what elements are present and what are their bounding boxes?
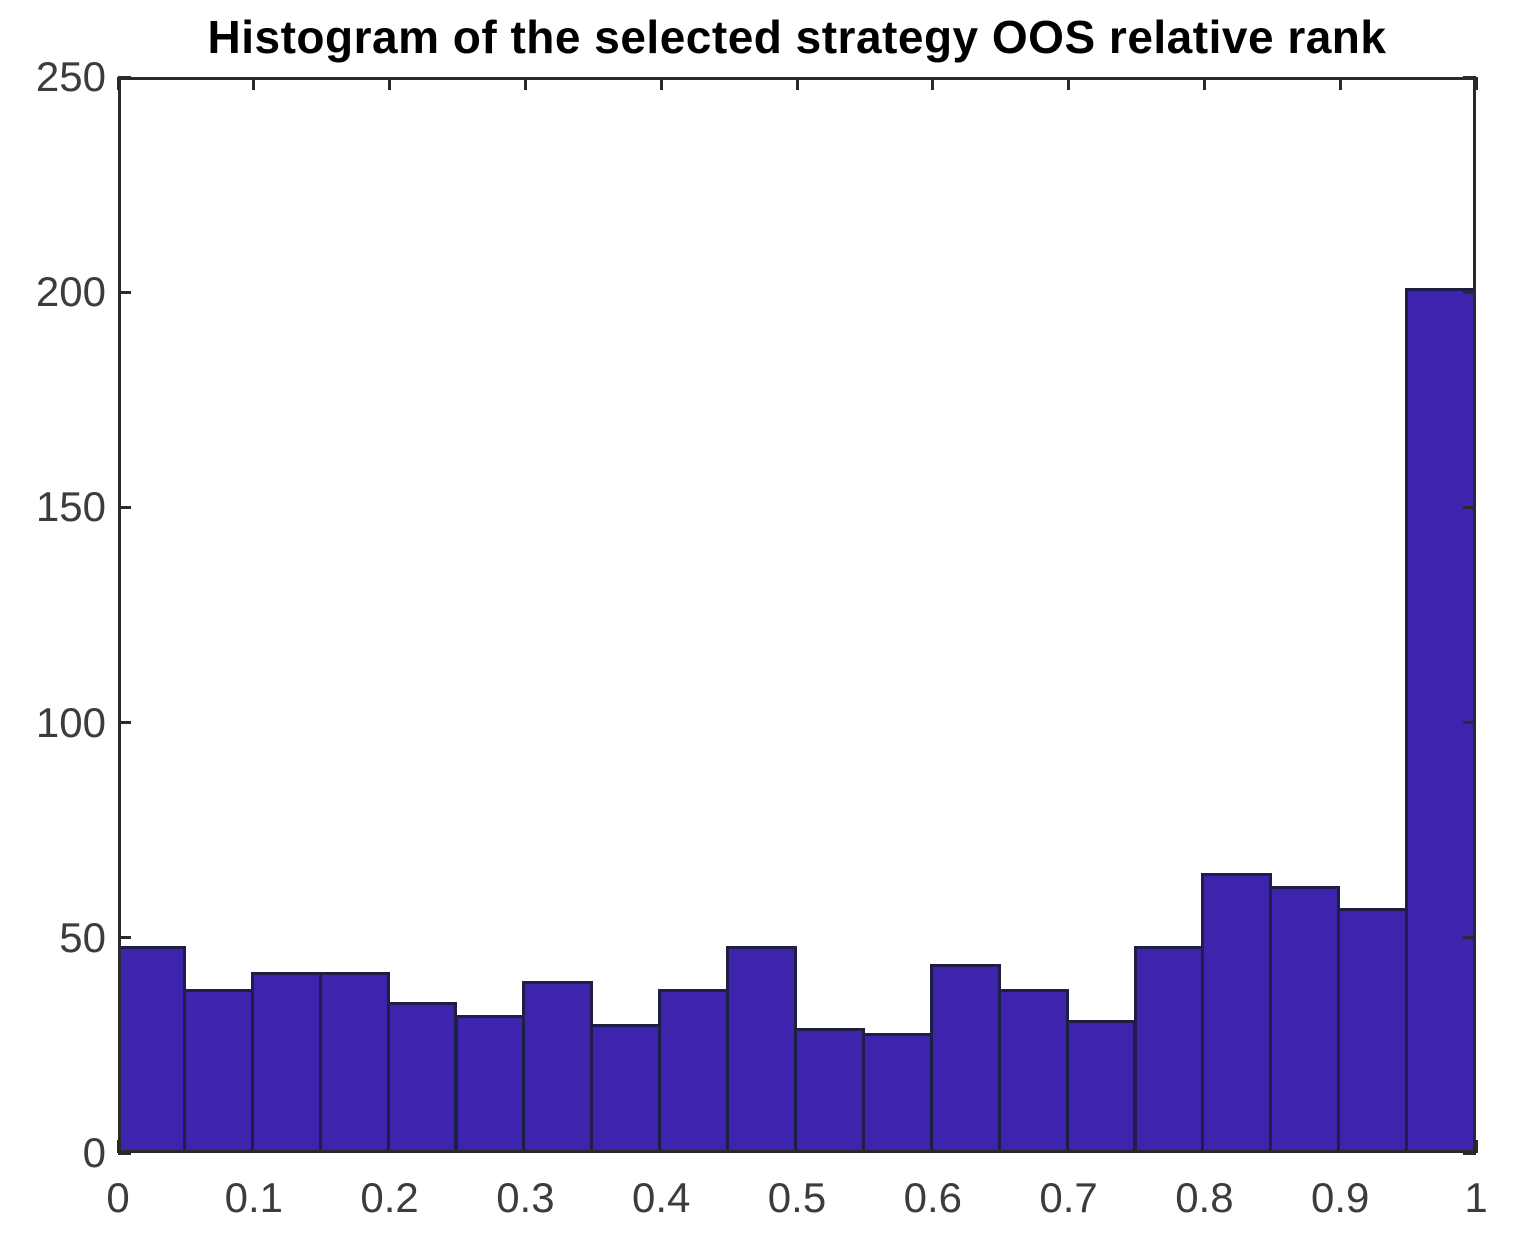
histogram-bar [1133, 946, 1205, 1153]
histogram-bar [118, 946, 186, 1153]
x-tick-label: 1 [1464, 1174, 1488, 1221]
tick-mark [118, 936, 131, 940]
y-tick-label: 200 [35, 268, 106, 316]
tick-mark [118, 505, 131, 509]
tick-mark [1338, 77, 1342, 90]
histogram-bar [454, 1015, 526, 1153]
tick-mark [1463, 505, 1476, 509]
x-tick-label: 0.5 [767, 1174, 827, 1221]
tick-mark [118, 75, 131, 79]
tick-mark [1474, 77, 1478, 90]
y-tick-label: 250 [35, 53, 106, 100]
plot-area [116, 75, 1478, 1155]
tick-mark [252, 77, 256, 90]
tick-mark [1067, 77, 1071, 90]
tick-mark [1463, 290, 1476, 294]
x-tick-label: 0.2 [360, 1174, 419, 1221]
histogram-bar [929, 963, 1001, 1153]
histogram-bar [250, 972, 322, 1153]
histogram-bar [1065, 1019, 1137, 1153]
tick-mark [931, 77, 935, 90]
tick-mark [388, 77, 392, 90]
histogram-bar [861, 1032, 933, 1153]
y-tick-label: 150 [35, 483, 106, 531]
x-tick-label: 0 [106, 1174, 130, 1221]
tick-mark [116, 77, 120, 90]
tick-mark [1463, 1151, 1476, 1155]
y-tick-label: 0 [82, 1129, 106, 1176]
tick-mark [1202, 77, 1206, 90]
tick-mark [659, 77, 663, 90]
histogram-bar [522, 980, 594, 1153]
histogram-bar [386, 1002, 458, 1153]
histogram-bar [1269, 886, 1341, 1153]
y-tick-label: 50 [59, 913, 106, 961]
tick-mark [118, 290, 131, 294]
histogram-bar [318, 972, 390, 1153]
x-tick-label: 0.6 [903, 1174, 962, 1221]
y-tick-label: 100 [35, 698, 106, 746]
bars-layer [118, 77, 1476, 1153]
histogram-bar [997, 989, 1069, 1153]
x-tick-label: 0.3 [496, 1174, 555, 1221]
histogram-bar [1337, 907, 1409, 1153]
tick-mark [1463, 936, 1476, 940]
chart-title: Histogram of the selected strategy OOS r… [207, 11, 1387, 63]
tick-mark [118, 1151, 131, 1155]
tick-mark [795, 77, 799, 90]
x-tick-label: 0.1 [224, 1174, 283, 1221]
tick-mark [523, 77, 527, 90]
x-tick-label: 0.8 [1175, 1174, 1234, 1221]
histogram-bar [1201, 873, 1273, 1153]
tick-mark [1474, 1140, 1478, 1153]
x-tick-label: 0.7 [1039, 1174, 1098, 1221]
histogram-bar [726, 946, 797, 1153]
x-tick-label: 0.9 [1310, 1174, 1370, 1221]
histogram-bar [658, 989, 730, 1153]
tick-mark [1463, 721, 1476, 725]
tick-mark [118, 721, 131, 725]
histogram-bar [794, 1028, 865, 1153]
histogram-bar [590, 1023, 662, 1153]
x-tick-label: 0.4 [631, 1174, 691, 1221]
histogram-bar [182, 989, 254, 1153]
